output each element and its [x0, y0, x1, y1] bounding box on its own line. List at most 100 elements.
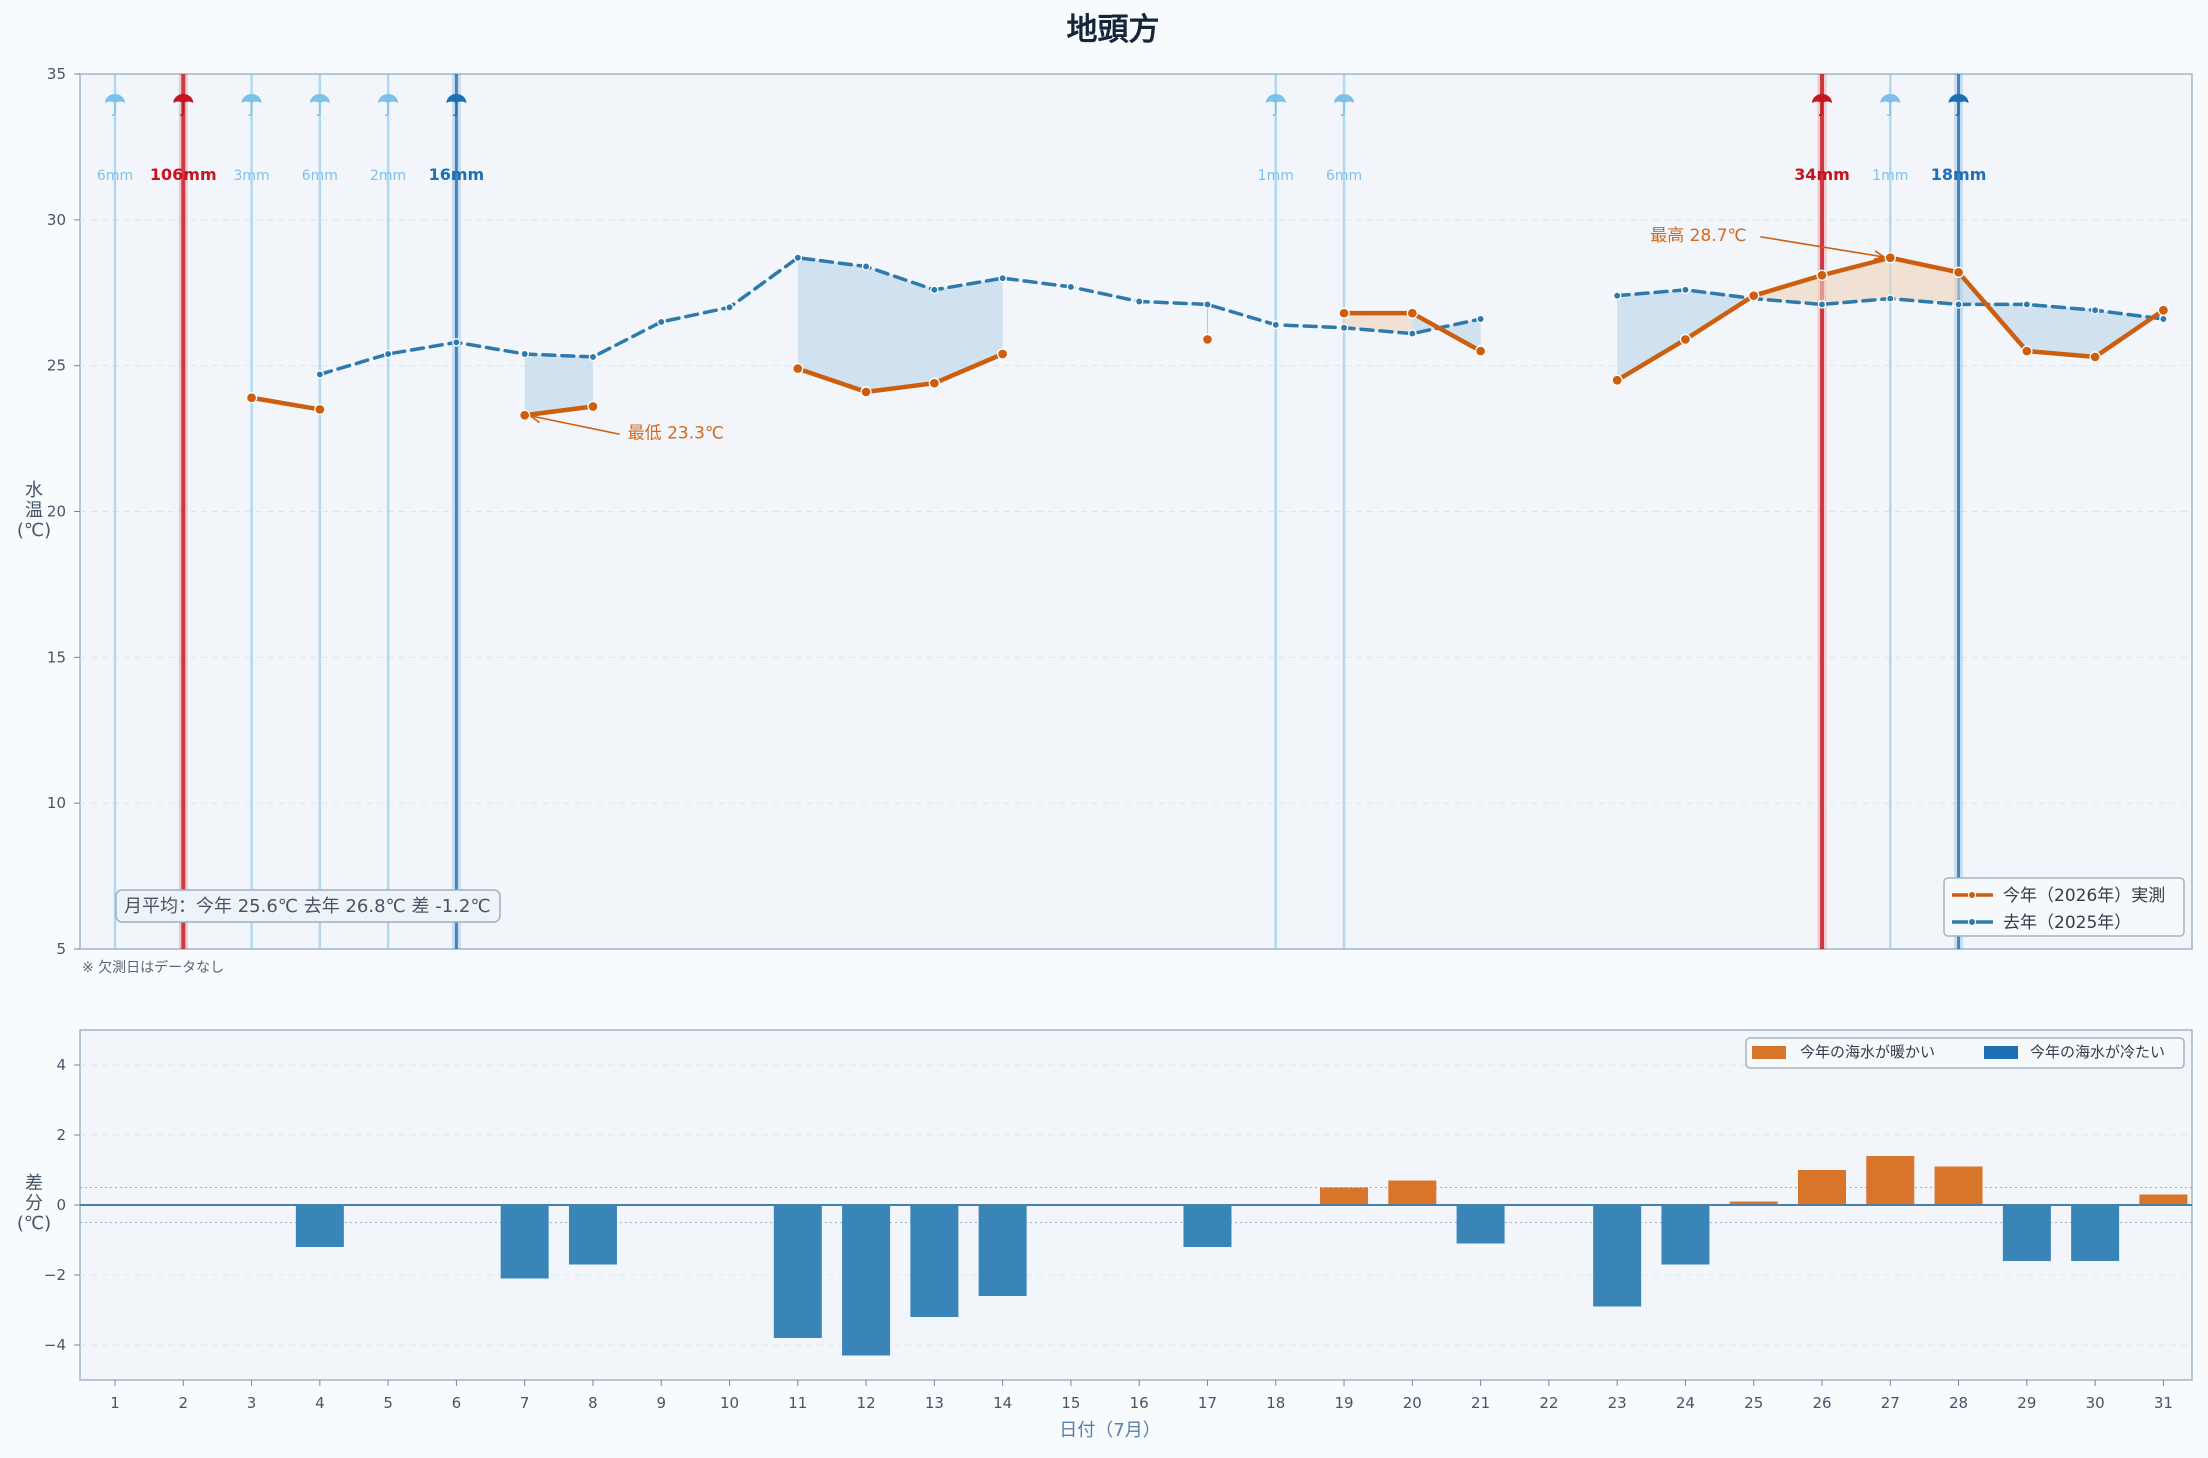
- last-year-point: [1681, 285, 1690, 295]
- legend-label-warm: 今年の海水が暖かい: [1800, 1043, 1935, 1061]
- temperature-y-axis-title-char: 水: [25, 480, 43, 501]
- difference-y-tick-label: 4: [56, 1056, 66, 1074]
- last-year-point: [656, 317, 666, 327]
- umbrella-icon: [1948, 94, 1969, 103]
- rainfall-label: 106mm: [150, 165, 217, 184]
- difference-bars: [80, 1156, 2192, 1356]
- last-year-point: [1612, 291, 1622, 300]
- difference-bar-day-30: [2071, 1205, 2120, 1261]
- legend-label-cold: 今年の海水が冷たい: [2030, 1043, 2165, 1061]
- rainfall-marker-day-3: 3mm: [233, 74, 270, 949]
- annotations: 最高 28.7℃ 最低 23.3℃: [529, 226, 1886, 443]
- temperature-y-axis-title-unit: (℃): [17, 520, 51, 541]
- temperature-y-ticks: 5 10 15 20 25 30 35: [47, 65, 80, 958]
- umbrella-handle: [1272, 103, 1277, 116]
- rainfall-label: 6mm: [1326, 168, 1362, 184]
- difference-y-axis-title: 差分(℃): [17, 1173, 51, 1234]
- last-year-point: [1886, 294, 1895, 303]
- umbrella-icon: [105, 94, 125, 103]
- last-year-point: [1954, 300, 1963, 309]
- rainfall-marker-day-19: 6mm: [1326, 74, 1362, 949]
- umbrella-icon: [378, 94, 399, 103]
- rainfall-marker-day-5: 2mm: [370, 74, 406, 949]
- this-year-point: [792, 362, 804, 375]
- day-x-tick-label: 22: [1539, 1394, 1558, 1412]
- this-year-point: [2157, 304, 2170, 316]
- rainfall-marker-day-26: 34mm: [1794, 74, 1850, 949]
- this-year-point: [1406, 307, 1418, 319]
- difference-y-axis-title-char: 差: [25, 1173, 43, 1194]
- last-year-point: [793, 253, 803, 262]
- this-year-point: [996, 348, 1009, 360]
- rainfall-label: 1mm: [1258, 168, 1294, 184]
- temperature-y-tick-label: 25: [47, 357, 66, 375]
- day-x-tick-label: 18: [1266, 1394, 1285, 1412]
- difference-y-ticks: −4 −2 0 2 4: [44, 1056, 80, 1354]
- legend-swatch-cold: [1984, 1046, 2018, 1059]
- difference-legend-frame: [1745, 1037, 2185, 1069]
- last-year-point: [1271, 320, 1281, 330]
- annotation-label: 最高 28.7℃: [1650, 226, 1746, 246]
- day-x-tick-label: 29: [2017, 1394, 2036, 1412]
- umbrella-handle: [1887, 103, 1892, 116]
- rainfall-marker-day-18: 1mm: [1258, 74, 1294, 949]
- umbrella-handle: [453, 103, 458, 116]
- difference-fill-segment: [934, 278, 1003, 384]
- temperature-legend-frame: [1943, 877, 2185, 937]
- rainfall-marker-day-4: 6mm: [302, 74, 338, 949]
- this-year-point: [1816, 269, 1828, 281]
- umbrella-handle: [1818, 103, 1823, 116]
- temperature-y-tick-label: 30: [47, 211, 66, 229]
- day-x-tick-label: 26: [1812, 1394, 1831, 1412]
- day-x-tick-label: 27: [1881, 1394, 1900, 1412]
- this-year-point: [860, 386, 872, 398]
- legend-marker-last-year: [1968, 918, 1976, 926]
- day-x-tick-label: 1: [110, 1394, 120, 1412]
- umbrella-icon: [309, 94, 330, 103]
- last-year-point: [1339, 323, 1349, 332]
- day-x-tick-label: 9: [656, 1394, 666, 1412]
- difference-legend: 今年の海水が暖かい 今年の海水が冷たい: [1745, 1037, 2185, 1069]
- day-x-tick-label: 17: [1198, 1394, 1217, 1412]
- this-year-line-segment: [249, 395, 323, 412]
- annotation-label: 最低 23.3℃: [628, 423, 724, 443]
- umbrella-icon: [1265, 94, 1286, 103]
- this-year-point: [1679, 333, 1692, 346]
- annotation-arrowhead: [529, 413, 542, 424]
- difference-y-tick-label: −4: [44, 1336, 66, 1354]
- temperature-y-tick-label: 15: [47, 648, 66, 666]
- last-year-point: [1408, 329, 1417, 338]
- umbrella-icon: [1334, 94, 1355, 103]
- difference-bar-day-14: [978, 1205, 1027, 1296]
- monthly-average-text: 月平均：今年 25.6℃ 去年 26.8℃ 差 -1.2℃: [124, 896, 491, 917]
- x-axis-title: 日付（7月）: [1059, 1420, 1160, 1441]
- temperature-y-axis-title: 水温(℃): [17, 480, 51, 541]
- umbrella-handle: [248, 103, 253, 116]
- last-year-point: [861, 262, 871, 271]
- legend-label-this-year: 今年（2026年）実測: [2003, 886, 2165, 906]
- day-x-tick-label: 16: [1130, 1394, 1149, 1412]
- difference-bar-day-8: [568, 1205, 617, 1265]
- difference-bar-day-20: [1388, 1180, 1437, 1205]
- difference-bar-day-25: [1729, 1201, 1778, 1205]
- rainfall-marker-day-28: 18mm: [1931, 74, 1986, 949]
- difference-bar-day-13: [910, 1205, 959, 1317]
- difference-bar-day-23: [1593, 1205, 1642, 1307]
- temperature-y-tick-label: 10: [47, 794, 66, 812]
- last-year-series: [315, 253, 2168, 379]
- day-x-tick-label: 14: [993, 1394, 1012, 1412]
- last-year-point: [930, 285, 939, 295]
- last-year-point: [2022, 300, 2032, 309]
- difference-bar-day-29: [2002, 1205, 2051, 1261]
- day-x-tick-label: 30: [2086, 1394, 2105, 1412]
- umbrella-handle: [111, 103, 116, 116]
- this-year-point: [1611, 374, 1623, 386]
- difference-fill-segment: [866, 266, 935, 392]
- day-x-tick-label: 21: [1471, 1394, 1490, 1412]
- difference-bar-day-4: [295, 1205, 344, 1247]
- day-x-tick-label: 10: [720, 1394, 739, 1412]
- day-x-tick-label: 13: [925, 1394, 944, 1412]
- last-year-point: [1203, 300, 1212, 309]
